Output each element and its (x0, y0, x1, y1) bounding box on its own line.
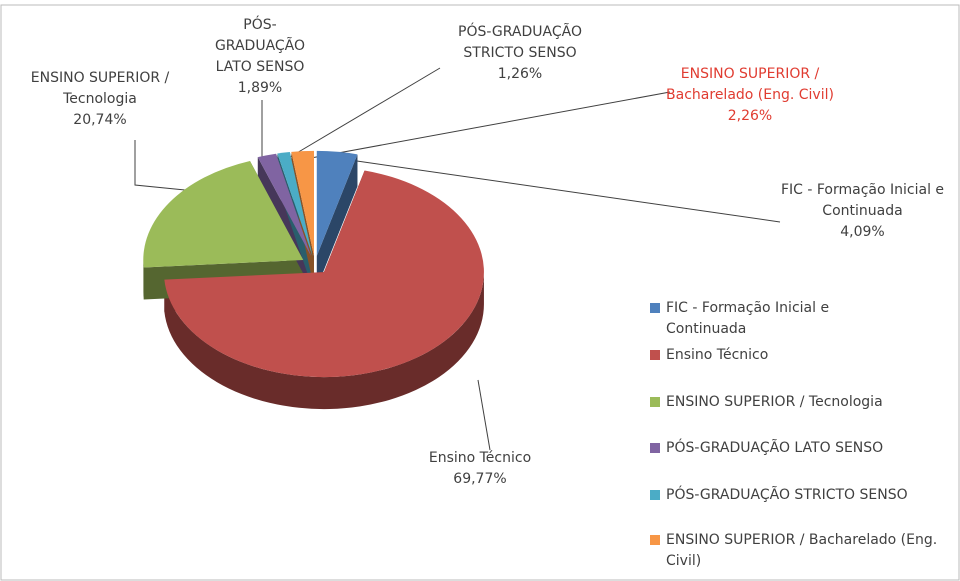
frame (0, 4, 960, 581)
legend-swatch (650, 535, 660, 545)
data-label-value: 2,26% (727, 108, 773, 124)
slice (277, 152, 313, 256)
data-label-name: PÓS-GRADUAÇÃO LATO SENSO (214, 17, 306, 75)
slice-side (164, 272, 484, 410)
legend-label: PÓS-GRADUAÇÃO STRICTO SENSO (666, 487, 908, 503)
legend-swatch (650, 303, 660, 313)
data-label-value: 1,89% (237, 80, 283, 96)
data-label: ENSINO SUPERIOR / Tecnologia 20,74% (10, 68, 190, 131)
slice (164, 170, 484, 378)
data-label-value: 4,09% (840, 224, 885, 240)
legend-item: FIC - Formação Inicial e Continuada (650, 298, 890, 340)
data-label: ENSINO SUPERIOR / Bacharelado (Eng. Civi… (655, 64, 845, 127)
data-label: Ensino Técnico 69,77% (395, 448, 565, 490)
slice (291, 150, 315, 256)
leader-lines (134, 67, 781, 451)
legend-item: PÓS-GRADUAÇÃO STRICTO SENSO (650, 485, 960, 506)
legend-swatch (650, 443, 660, 453)
data-label-name: ENSINO SUPERIOR / Tecnologia (30, 70, 170, 107)
slice (257, 153, 312, 257)
legend-label: FIC - Formação Inicial e Continuada (666, 300, 830, 337)
legend-item: Ensino Técnico (650, 345, 960, 366)
slice (143, 160, 304, 268)
legend-item: ENSINO SUPERIOR / Bacharelado (Eng. Civi… (650, 530, 960, 572)
legend-swatch (650, 350, 660, 360)
legend-label: ENSINO SUPERIOR / Bacharelado (Eng. Civi… (666, 532, 938, 569)
data-label-value: 20,74% (73, 112, 127, 128)
data-label-value: 69,77% (453, 471, 507, 487)
slice-face (316, 154, 358, 288)
legend-label: Ensino Técnico (666, 347, 769, 363)
data-label: PÓS-GRADUAÇÃO LATO SENSO 1,89% (200, 15, 320, 99)
data-label: PÓS-GRADUAÇÃO STRICTO SENSO 1,26% (430, 22, 610, 85)
data-label-name: FIC - Formação Inicial e Continuada (780, 182, 945, 219)
slice (316, 150, 358, 256)
legend-item: PÓS-GRADUAÇÃO LATO SENSO (650, 438, 960, 459)
legend-label: ENSINO SUPERIOR / Tecnologia (666, 394, 883, 410)
legend-item: ENSINO SUPERIOR / Tecnologia (650, 392, 960, 413)
data-label-name: PÓS-GRADUAÇÃO STRICTO SENSO (458, 24, 582, 61)
data-label: FIC - Formação Inicial e Continuada 4,09% (770, 180, 955, 243)
data-label-name: ENSINO SUPERIOR / Bacharelado (Eng. Civi… (666, 66, 834, 103)
legend-swatch (650, 397, 660, 407)
data-label-name: Ensino Técnico (428, 450, 532, 466)
data-label-value: 1,26% (497, 66, 543, 82)
legend-swatch (650, 490, 660, 500)
legend-label: PÓS-GRADUAÇÃO LATO SENSO (666, 440, 884, 456)
